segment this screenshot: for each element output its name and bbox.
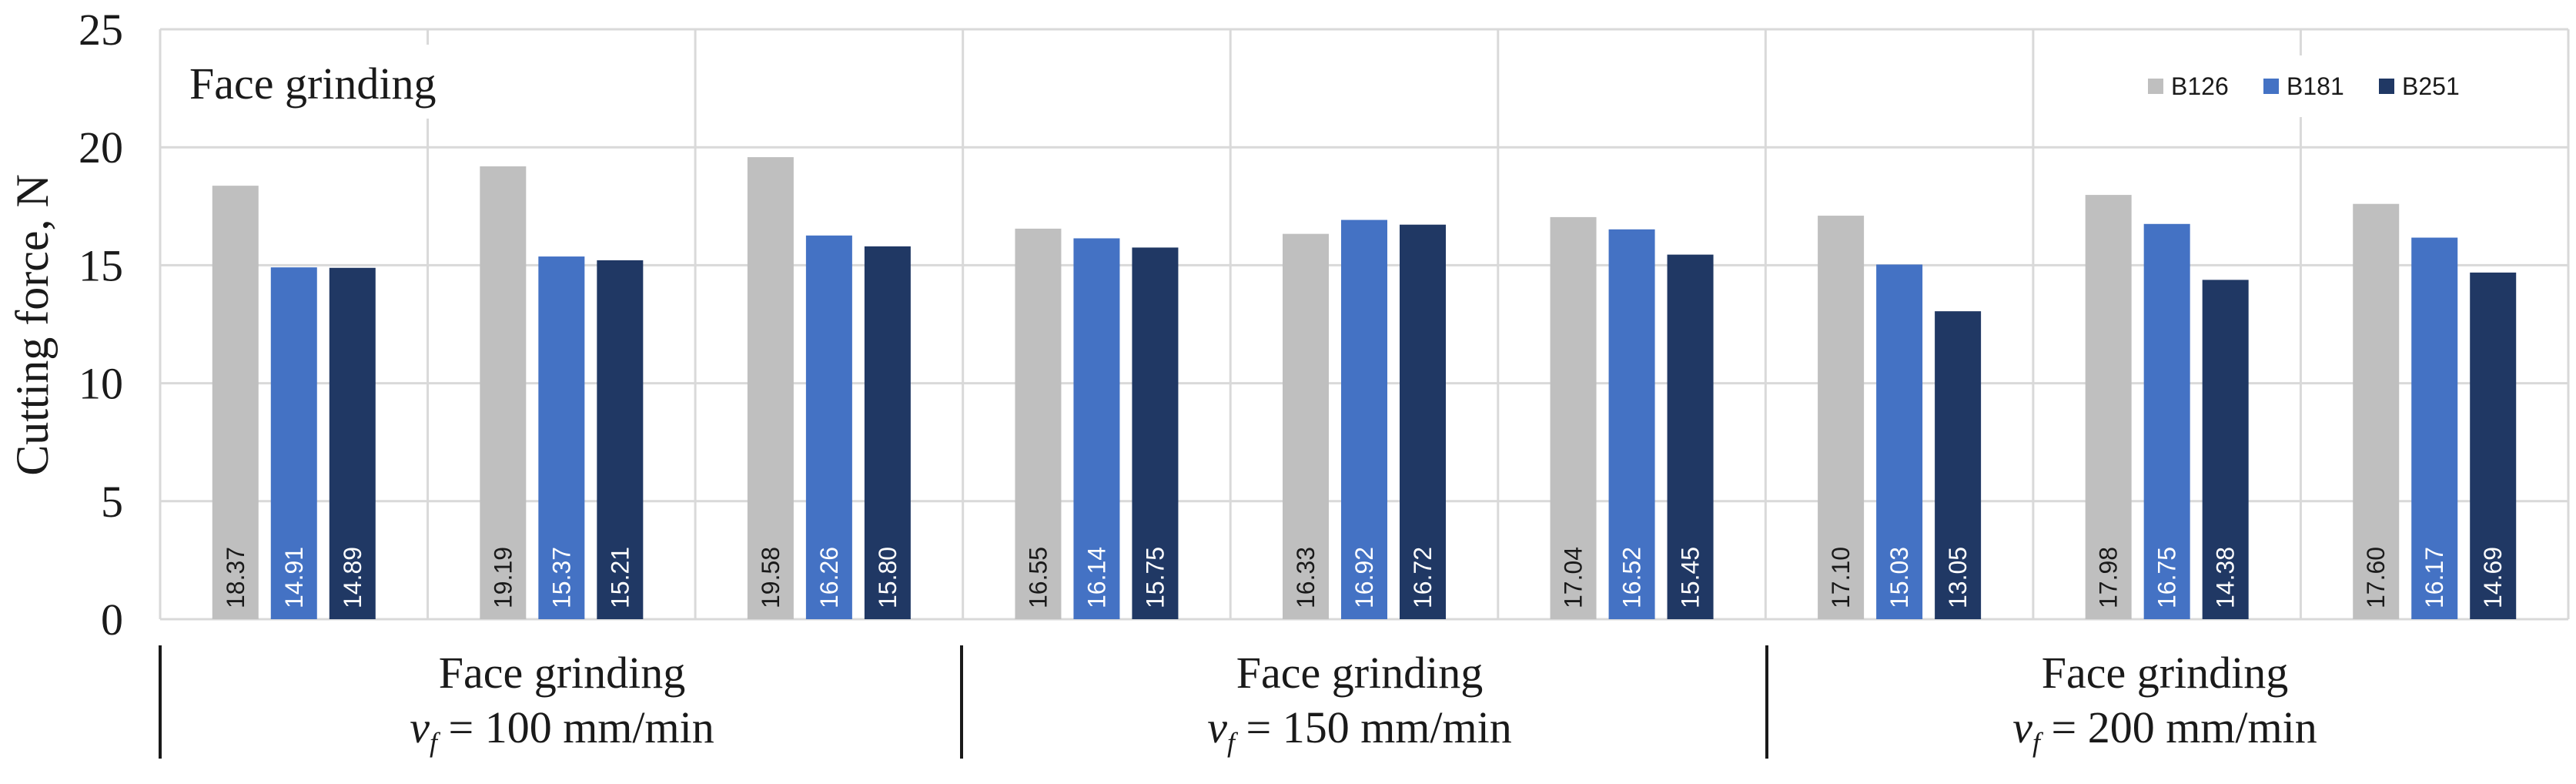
group-label-feed: vf = 200 mm/min (2012, 702, 2317, 758)
bar-b126 (2353, 203, 2400, 620)
bar-value-label: 16.14 (1082, 547, 1110, 608)
bar-b126 (1550, 216, 1597, 619)
legend-label: B251 (2402, 72, 2460, 100)
bar-data-labels: 18.37 14.91 14.89 19.19 15.37 15.21 19.58 16.26… (222, 547, 2507, 608)
bar-value-label: 15.80 (874, 547, 902, 608)
bar-b251 (1667, 254, 1714, 619)
y-tick-label: 15 (79, 240, 123, 290)
chart-title: Face grinding (189, 59, 437, 109)
bar-value-label: 14.91 (280, 547, 308, 608)
bar-b126 (1283, 233, 1329, 619)
bar-value-label: 15.03 (1885, 547, 1913, 608)
legend-background (2125, 55, 2494, 117)
bar-b126 (480, 166, 527, 619)
bar-b251 (1400, 224, 1446, 619)
group-label-title: Face grinding (1236, 648, 1484, 698)
bar-value-label: 19.58 (757, 547, 785, 608)
bar-value-label: 17.60 (2362, 547, 2390, 608)
legend-label: B126 (2171, 72, 2229, 100)
bar-value-label: 14.89 (339, 547, 366, 608)
bar-b126 (747, 157, 794, 620)
y-tick-label: 0 (101, 595, 123, 645)
group-label-title: Face grinding (2042, 648, 2289, 698)
bar-value-label: 15.37 (547, 547, 575, 608)
bar-value-label: 17.10 (1827, 547, 1855, 608)
bar-b126 (1818, 216, 1865, 619)
group-label-feed: vf = 100 mm/min (410, 702, 714, 758)
bar-value-label: 16.17 (2420, 547, 2448, 608)
bar-b251 (329, 267, 376, 619)
bar-value-label: 15.75 (1141, 547, 1169, 608)
bar-b251 (597, 260, 644, 619)
legend-swatch-b251 (2379, 79, 2394, 94)
bar-b126 (212, 186, 259, 620)
bar-b251 (2202, 280, 2249, 619)
bar-value-label: 17.04 (1560, 547, 1587, 608)
bar-b181 (1341, 219, 1387, 620)
bar-b251 (864, 246, 911, 619)
legend-swatch-b181 (2263, 79, 2279, 94)
y-tick-label: 20 (79, 122, 123, 173)
bar-value-label: 18.37 (222, 547, 249, 608)
bar-value-label: 15.21 (606, 547, 634, 608)
bar-value-label: 14.38 (2212, 547, 2240, 608)
bar-value-label: 16.26 (815, 547, 843, 608)
bar-b181 (1608, 229, 1655, 619)
bar-b126 (2085, 195, 2132, 620)
group-label-feed: vf = 150 mm/min (1207, 702, 1512, 758)
chart-title-box: Face grinding (168, 45, 485, 119)
bar-b181 (1073, 238, 1120, 619)
y-tick-label: 5 (101, 477, 123, 527)
bar-b251 (2470, 272, 2517, 619)
bar-b181 (2143, 223, 2190, 619)
bar-value-label: 16.75 (2153, 547, 2181, 608)
bar-b181 (1876, 264, 1923, 619)
group-label-title: Face grinding (439, 648, 686, 698)
bar-value-label: 13.05 (1944, 547, 1972, 608)
bar-value-label: 16.92 (1350, 547, 1378, 608)
bar-value-label: 15.45 (1677, 547, 1705, 608)
y-tick-label: 10 (79, 359, 123, 409)
bar-b181 (805, 235, 852, 619)
bar-value-label: 16.55 (1024, 547, 1052, 608)
y-axis: 0 5 10 15 20 25 (79, 5, 123, 645)
bar-value-label: 19.19 (489, 547, 517, 608)
bar-value-label: 16.33 (1292, 547, 1320, 608)
legend-swatch-b126 (2148, 79, 2163, 94)
bar-value-label: 16.72 (1409, 547, 1437, 608)
bar-value-label: 16.52 (1618, 547, 1646, 608)
bar-b181 (2411, 237, 2458, 619)
y-tick-label: 25 (79, 5, 123, 55)
bar-b251 (1132, 247, 1179, 619)
bar-b251 (1935, 311, 1982, 619)
bar-b181 (538, 256, 585, 619)
bar-b126 (1015, 228, 1062, 619)
legend: B126 B181 B251 (2125, 55, 2494, 117)
bar-value-label: 17.98 (2095, 547, 2123, 608)
legend-label: B181 (2287, 72, 2344, 100)
bar-b181 (270, 267, 317, 619)
bar-value-label: 14.69 (2479, 547, 2507, 608)
y-axis-title: Cutting force, N (7, 174, 58, 476)
bars (212, 157, 2517, 620)
